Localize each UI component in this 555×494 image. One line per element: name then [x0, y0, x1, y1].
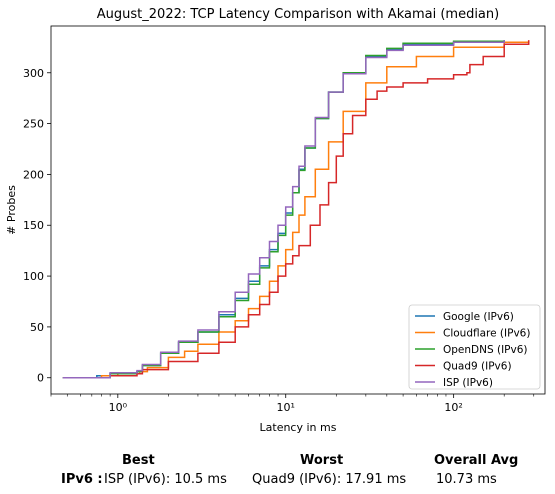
- legend-label: OpenDNS (IPv6): [443, 344, 528, 356]
- series-lines: [62, 40, 530, 379]
- best-value: ISP (IPv6): 10.5 ms: [104, 472, 227, 487]
- x-tick-label: 10²: [444, 401, 462, 414]
- legend-box: [408, 304, 541, 390]
- legend: Google (IPv6) Cloudflare (IPv6) OpenDNS (I…: [408, 304, 541, 390]
- x-axis-label: Latency in ms: [260, 421, 337, 434]
- y-tick-label: 150: [23, 219, 44, 232]
- worst-header: Worst: [300, 453, 344, 468]
- ipv6-row-label: IPv6 :: [61, 472, 103, 487]
- y-tick-label: 0: [37, 372, 44, 385]
- series-line-4: [62, 40, 505, 379]
- latency-chart: August_2022: TCP Latency Comparison with…: [5, 7, 546, 434]
- legend-label: Google (IPv6): [443, 311, 514, 323]
- x-tick-label: 10¹: [277, 401, 295, 414]
- plot-frame: [50, 25, 546, 395]
- y-axis-label: # Probes: [5, 185, 18, 235]
- series-line-3: [110, 40, 530, 377]
- best-header: Best: [122, 453, 155, 468]
- y-tick-label: 300: [23, 67, 44, 80]
- legend-label: ISP (IPv6): [443, 377, 493, 389]
- y-tick-label: 100: [23, 270, 44, 283]
- worst-value: Quad9 (IPv6): 17.91 ms: [252, 472, 407, 487]
- chart-title: August_2022: TCP Latency Comparison with…: [97, 7, 499, 22]
- legend-label: Quad9 (IPv6): [443, 361, 512, 373]
- legend-label: Cloudflare (IPv6): [443, 328, 530, 340]
- y-tick-label: 50: [30, 321, 44, 334]
- y-tick-label: 250: [23, 118, 44, 131]
- y-tick-label: 200: [23, 168, 44, 181]
- x-tick-label: 10⁰: [109, 401, 128, 414]
- series-line-1: [62, 40, 530, 379]
- overall-avg-value: 10.73 ms: [436, 472, 497, 487]
- axis-ticks: 0 50 100 150 200 250 300 10⁰ 10¹ 10²: [23, 67, 535, 414]
- overall-avg-header: Overall Avg: [434, 453, 519, 468]
- summary-table: Best Worst Overall Avg IPv6 : ISP (IPv6)…: [0, 448, 555, 494]
